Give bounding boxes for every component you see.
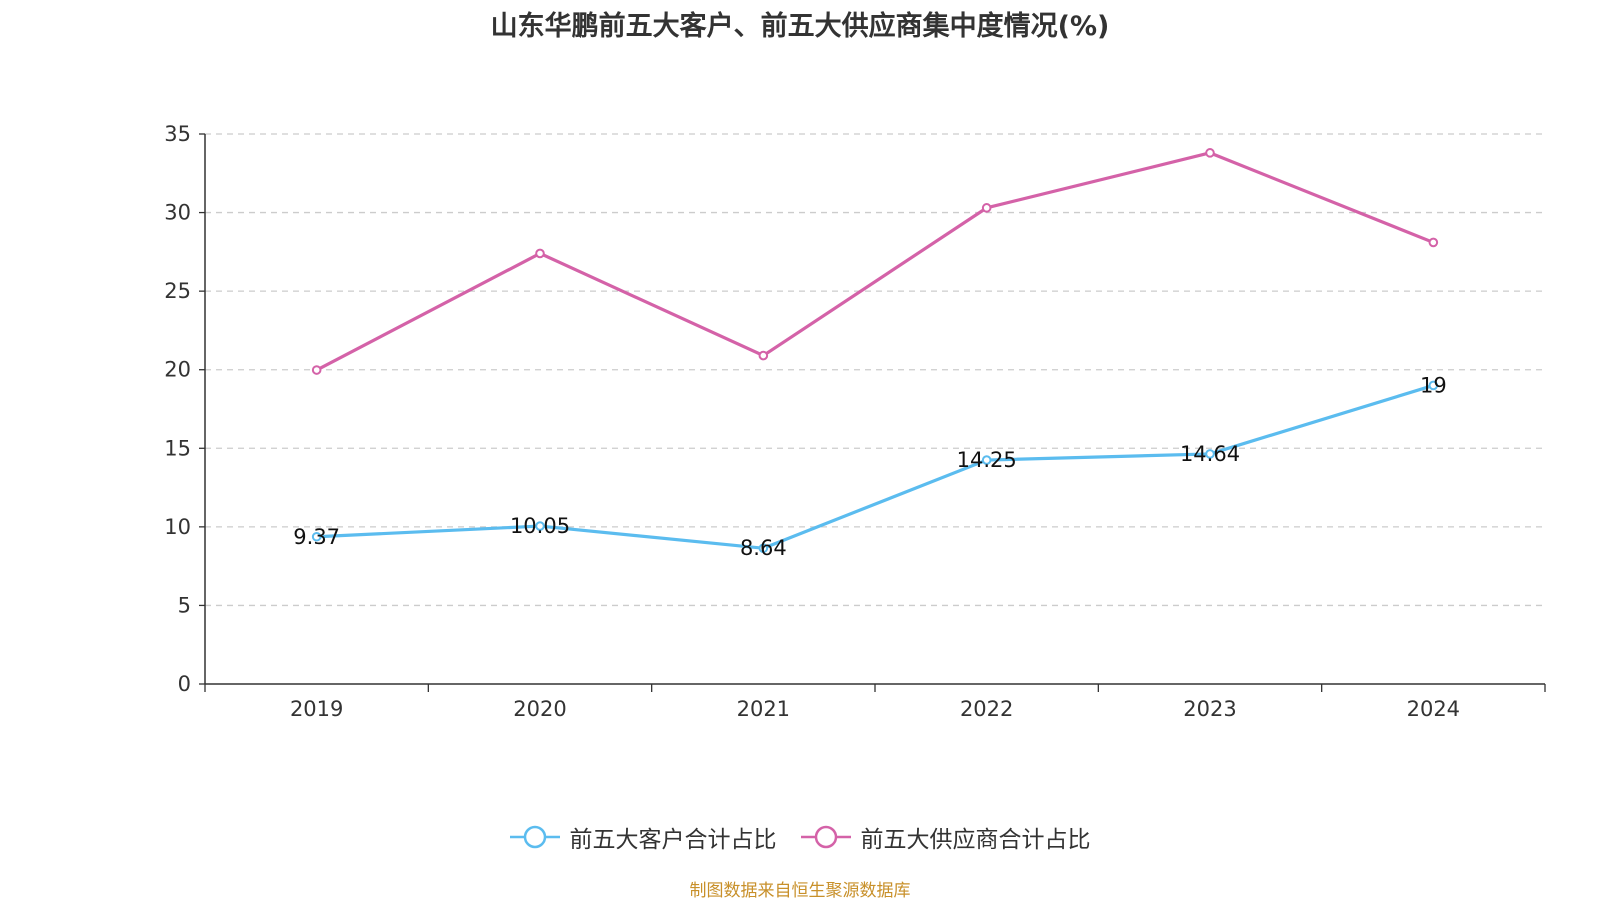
data-label: 19 (1420, 373, 1447, 397)
y-tick-label: 10 (164, 515, 191, 539)
data-point[interactable] (981, 203, 992, 213)
data-point[interactable] (535, 521, 545, 531)
data-labels: 9.37 10.05 8.64 14.25 14.64 19 (293, 373, 1446, 560)
legend: 前五大客户合计占比 前五大供应商合计占比 (0, 820, 1600, 854)
data-label: 10.05 (510, 514, 570, 538)
series-lines (311, 148, 1439, 554)
series-line-0 (316, 383, 1434, 550)
x-tick-label: 2021 (737, 697, 790, 721)
axes: 0 5 10 15 20 25 30 35 2019 2020 2021 2022 2023 2024 (164, 122, 1546, 721)
y-tick-label: 35 (164, 122, 191, 146)
legend-item-customers[interactable]: 前五大客户合计占比 (509, 820, 777, 854)
x-tick-label: 2022 (960, 697, 1013, 721)
legend-swatch-customers-icon (509, 825, 560, 849)
data-point[interactable] (311, 531, 322, 542)
x-tick-label: 2020 (513, 697, 566, 721)
data-point[interactable] (1205, 449, 1215, 459)
data-point[interactable] (758, 350, 769, 361)
y-tick-label: 25 (164, 279, 191, 303)
x-tick-label: 2019 (290, 697, 343, 721)
legend-swatch-suppliers-icon (800, 825, 851, 849)
data-label: 9.37 (293, 525, 340, 549)
x-tick-label: 2023 (1183, 697, 1236, 721)
data-label: 14.64 (1180, 442, 1240, 466)
data-label: 8.64 (740, 536, 787, 560)
y-tick-label: 20 (164, 358, 191, 382)
y-tick-label: 5 (178, 593, 191, 617)
data-point[interactable] (758, 543, 769, 554)
legend-item-suppliers[interactable]: 前五大供应商合计占比 (800, 820, 1091, 854)
data-point[interactable] (1428, 380, 1439, 391)
legend-label-customers: 前五大客户合计占比 (569, 827, 777, 853)
source-note: 制图数据来自恒生聚源数据库 (689, 881, 911, 901)
grid-lines (205, 133, 1545, 607)
y-tick-label: 15 (164, 436, 191, 460)
chart-title: 山东华鹏前五大客户、前五大供应商集中度情况(%) (490, 11, 1110, 42)
data-point[interactable] (1428, 237, 1439, 248)
legend-label-suppliers: 前五大供应商合计占比 (860, 827, 1091, 853)
series-line-1 (315, 151, 1434, 372)
data-point[interactable] (981, 455, 992, 465)
x-tick-label: 2024 (1407, 697, 1460, 721)
data-label: 14.25 (957, 448, 1017, 472)
data-point[interactable] (311, 365, 322, 375)
data-point[interactable] (535, 248, 545, 259)
y-tick-label: 0 (178, 672, 191, 696)
y-tick-label: 30 (164, 201, 191, 225)
data-point[interactable] (1205, 148, 1215, 158)
